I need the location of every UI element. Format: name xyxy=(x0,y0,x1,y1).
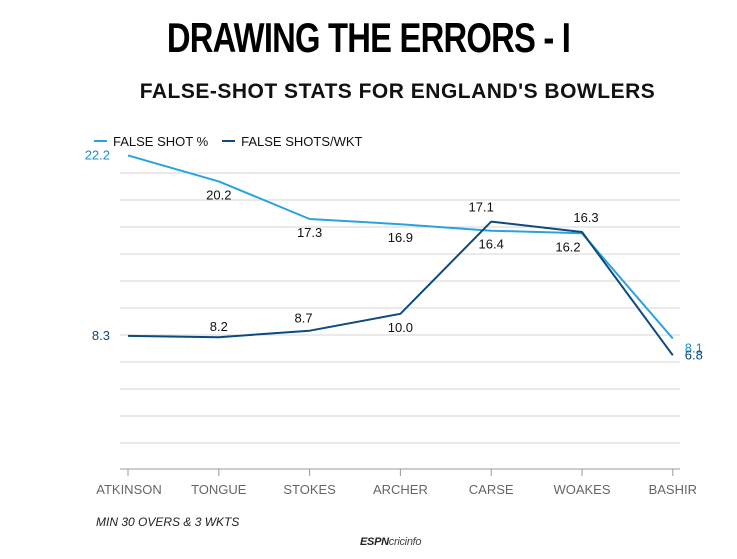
x-tick-label-atkinson: ATKINSON xyxy=(96,482,162,497)
data-label-pct-tongue: 20.2 xyxy=(206,187,231,202)
brand-logo: ESPNcricinfo xyxy=(360,536,422,548)
x-tick-label-bashir: BASHIR xyxy=(649,482,697,497)
legend-item-false-shots-per-wkt: FALSE SHOTS/WKT xyxy=(222,133,363,149)
x-tick-label-carse: CARSE xyxy=(469,482,514,497)
brand-prefix: ESPN xyxy=(360,536,389,548)
legend-item-false-shot-pct: FALSE SHOT % xyxy=(94,134,208,149)
data-label-wkt-tongue: 8.2 xyxy=(210,319,228,334)
data-label-wkt-atkinson: 8.3 xyxy=(92,328,110,343)
data-label-wkt-archer: 10.0 xyxy=(388,320,413,335)
data-label-wkt-woakes: 16.3 xyxy=(573,210,598,225)
x-tick-label-stokes: STOKES xyxy=(283,482,336,497)
data-label-wkt-bashir: 6.8 xyxy=(685,347,703,362)
chart-subtitle: FALSE-SHOT STATS FOR ENGLAND'S BOWLERS xyxy=(139,80,656,103)
brand-suffix: cricinfo xyxy=(388,536,422,548)
x-tick-label-woakes: WOAKES xyxy=(553,482,610,497)
legend-label-false-shot-pct: FALSE SHOT % xyxy=(113,133,209,149)
chart-title: DRAWING THE ERRORS - I xyxy=(166,14,571,61)
data-label-pct-stokes: 17.3 xyxy=(297,225,322,240)
legend-label-false-shots-per-wkt: FALSE SHOTS/WKT xyxy=(241,133,363,149)
data-label-pct-archer: 16.9 xyxy=(388,230,413,245)
x-tick-label-tongue: TONGUE xyxy=(191,482,247,497)
data-label-wkt-stokes: 8.7 xyxy=(295,311,313,326)
data-label-wkt-carse: 17.1 xyxy=(469,200,494,215)
data-label-pct-woakes: 16.2 xyxy=(555,239,580,254)
footnote: MIN 30 OVERS & 3 WKTS xyxy=(96,515,240,529)
x-tick-label-archer: ARCHER xyxy=(373,482,428,497)
legend: FALSE SHOT % FALSE SHOTS/WKT xyxy=(94,132,377,150)
series-line-false-shot-pct xyxy=(127,154,674,340)
data-label-pct-atkinson: 22.2 xyxy=(85,147,110,162)
data-label-pct-carse: 16.4 xyxy=(479,237,504,252)
series-line-false-shots-per-wkt xyxy=(127,220,674,356)
legend-swatch-false-shots-per-wkt xyxy=(222,140,236,142)
legend-swatch-false-shot-pct xyxy=(94,140,107,142)
data-label-pct-bashir: 8.1 xyxy=(685,340,703,355)
